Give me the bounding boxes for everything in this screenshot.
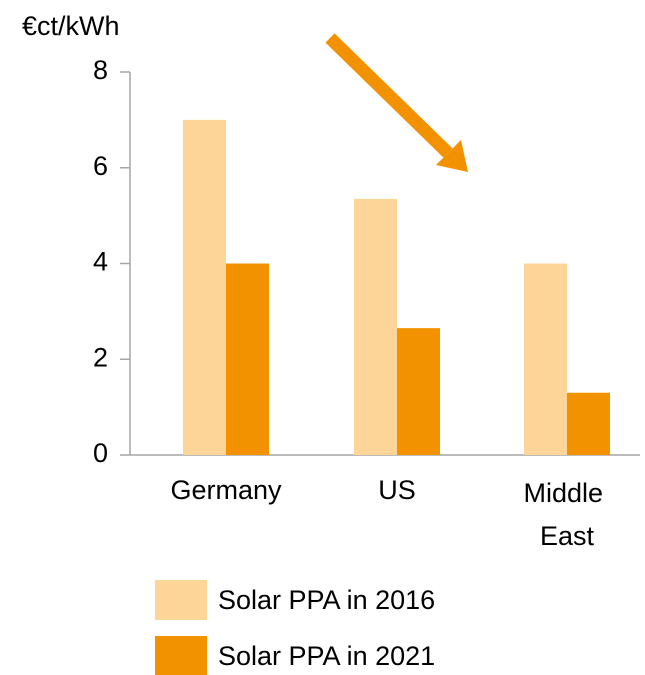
bar [397,328,440,455]
y-tick-label: 4 [93,247,108,277]
legend-label: Solar PPA in 2021 [218,641,435,671]
x-tick-label: Middle East [523,478,610,551]
y-axis-label: €ct/kWh [22,11,120,41]
y-tick-label: 0 [93,438,108,468]
bar [226,263,269,455]
bar [354,198,397,455]
y-tick-label: 8 [93,55,108,85]
y-tick-label: 2 [93,342,108,372]
legend-swatch [155,636,207,675]
x-tick-label: Germany [170,475,282,505]
legend-swatch [155,580,207,620]
legend-label: Solar PPA in 2016 [218,585,435,615]
bar [567,392,610,455]
x-tick-label: US [378,475,416,505]
bar [524,263,567,455]
bar [183,119,226,455]
trend-arrow [325,33,468,172]
y-tick-label: 6 [93,151,108,181]
